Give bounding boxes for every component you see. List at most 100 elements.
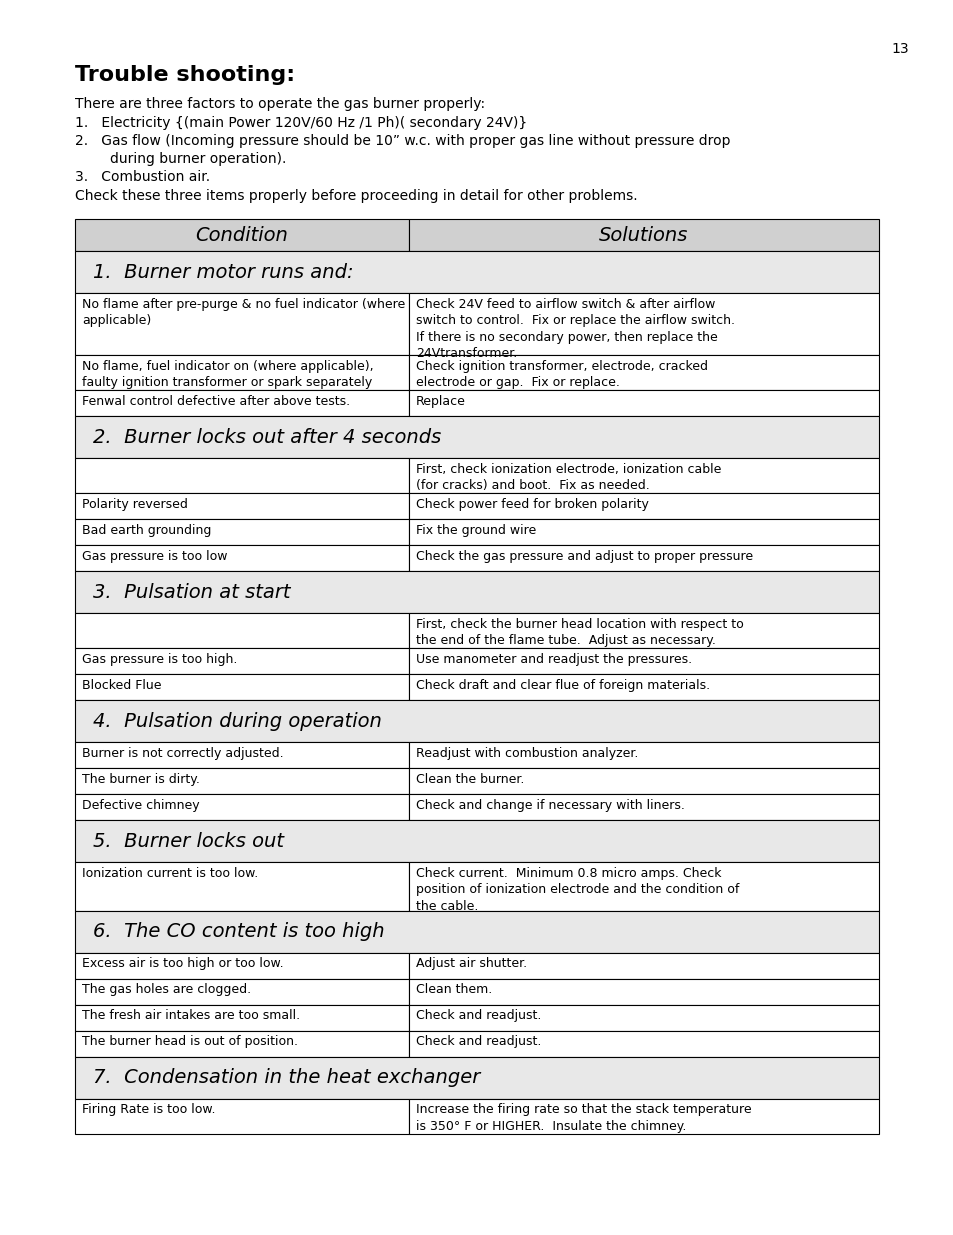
Text: Polarity reversed: Polarity reversed (82, 498, 188, 510)
Bar (75, 519, 408, 545)
Text: Defective chimney: Defective chimney (82, 799, 199, 811)
Bar (408, 742, 878, 768)
Text: Replace: Replace (416, 394, 465, 408)
Text: Fix the ground wire: Fix the ground wire (416, 524, 536, 536)
Text: 4.  Pulsation during operation: 4. Pulsation during operation (92, 711, 381, 731)
Text: 5.  Burner locks out: 5. Burner locks out (92, 831, 284, 851)
Text: Check current.  Minimum 0.8 micro amps. Check
position of ionization electrode a: Check current. Minimum 0.8 micro amps. C… (416, 867, 739, 913)
Text: Check ignition transformer, electrode, cracked
electrode or gap.  Fix or replace: Check ignition transformer, electrode, c… (416, 359, 707, 389)
Text: Check 24V feed to airflow switch & after airflow
switch to control.  Fix or repl: Check 24V feed to airflow switch & after… (416, 298, 734, 361)
Text: Trouble shooting:: Trouble shooting: (75, 65, 294, 85)
Bar (75, 251, 878, 293)
Text: Excess air is too high or too low.: Excess air is too high or too low. (82, 957, 283, 969)
Text: No flame after pre-purge & no fuel indicator (where
applicable): No flame after pre-purge & no fuel indic… (82, 298, 405, 327)
Text: The burner head is out of position.: The burner head is out of position. (82, 1035, 297, 1049)
Bar (75, 1004, 408, 1030)
Bar (75, 768, 408, 794)
Text: Readjust with combustion analyzer.: Readjust with combustion analyzer. (416, 747, 638, 760)
Bar (75, 545, 408, 571)
Bar (75, 674, 408, 700)
Bar (408, 952, 878, 978)
Bar (408, 356, 878, 390)
Bar (408, 862, 878, 910)
Text: The gas holes are clogged.: The gas holes are clogged. (82, 983, 251, 997)
Bar (75, 613, 408, 648)
Bar (408, 493, 878, 519)
Text: Gas pressure is too low: Gas pressure is too low (82, 550, 227, 563)
Text: Increase the firing rate so that the stack temperature
is 350° F or HIGHER.  Ins: Increase the firing rate so that the sta… (416, 1103, 751, 1132)
Bar (408, 613, 878, 648)
Text: 3.  Pulsation at start: 3. Pulsation at start (92, 583, 291, 601)
Bar (75, 293, 408, 356)
Text: Check these three items properly before proceeding in detail for other problems.: Check these three items properly before … (75, 189, 637, 203)
Text: Check the gas pressure and adjust to proper pressure: Check the gas pressure and adjust to pro… (416, 550, 752, 563)
Text: Clean them.: Clean them. (416, 983, 492, 997)
Bar (408, 1099, 878, 1134)
Text: Burner is not correctly adjusted.: Burner is not correctly adjusted. (82, 747, 283, 760)
Bar (75, 356, 408, 390)
Bar (75, 978, 408, 1004)
Text: First, check ionization electrode, ionization cable
(for cracks) and boot.  Fix : First, check ionization electrode, ioniz… (416, 463, 720, 492)
Bar (408, 648, 878, 674)
Bar (75, 1099, 408, 1134)
Bar (408, 293, 878, 356)
Text: 1.  Burner motor runs and:: 1. Burner motor runs and: (92, 263, 354, 282)
Bar (75, 700, 878, 742)
Text: Bad earth grounding: Bad earth grounding (82, 524, 212, 536)
Text: 13: 13 (890, 42, 908, 56)
Text: Adjust air shutter.: Adjust air shutter. (416, 957, 526, 969)
Text: 2.   Gas flow (Incoming pressure should be 10” w.c. with proper gas line without: 2. Gas flow (Incoming pressure should be… (75, 135, 730, 148)
Bar (75, 416, 878, 458)
Text: 6.  The CO content is too high: 6. The CO content is too high (92, 923, 384, 941)
Text: Gas pressure is too high.: Gas pressure is too high. (82, 652, 237, 666)
Text: Check and readjust.: Check and readjust. (416, 1035, 540, 1049)
Text: No flame, fuel indicator on (where applicable),
faulty ignition transformer or s: No flame, fuel indicator on (where appli… (82, 359, 374, 389)
Bar (75, 820, 878, 862)
Text: during burner operation).: during burner operation). (75, 152, 286, 165)
Bar (75, 493, 408, 519)
Text: Use manometer and readjust the pressures.: Use manometer and readjust the pressures… (416, 652, 691, 666)
Bar (75, 742, 408, 768)
Text: Check and change if necessary with liners.: Check and change if necessary with liner… (416, 799, 684, 811)
Bar (75, 458, 408, 493)
Bar (75, 219, 408, 251)
Text: Condition: Condition (195, 226, 288, 245)
Text: Check draft and clear flue of foreign materials.: Check draft and clear flue of foreign ma… (416, 678, 709, 692)
Bar (408, 390, 878, 416)
Text: The fresh air intakes are too small.: The fresh air intakes are too small. (82, 1009, 300, 1023)
Bar (408, 458, 878, 493)
Bar (75, 952, 408, 978)
Text: 2.  Burner locks out after 4 seconds: 2. Burner locks out after 4 seconds (92, 427, 441, 447)
Bar (408, 794, 878, 820)
Bar (408, 978, 878, 1004)
Bar (75, 571, 878, 613)
Bar (408, 1030, 878, 1057)
Bar (75, 390, 408, 416)
Bar (408, 1004, 878, 1030)
Text: Check power feed for broken polarity: Check power feed for broken polarity (416, 498, 648, 510)
Text: Fenwal control defective after above tests.: Fenwal control defective after above tes… (82, 394, 350, 408)
Text: Ionization current is too low.: Ionization current is too low. (82, 867, 258, 879)
Text: 1.   Electricity {(main Power 120V/60 Hz /1 Ph)( secondary 24V)}: 1. Electricity {(main Power 120V/60 Hz /… (75, 116, 527, 130)
Bar (75, 1057, 878, 1099)
Bar (75, 862, 408, 910)
Text: 3.   Combustion air.: 3. Combustion air. (75, 170, 210, 184)
Text: Blocked Flue: Blocked Flue (82, 678, 161, 692)
Bar (408, 674, 878, 700)
Text: Firing Rate is too low.: Firing Rate is too low. (82, 1103, 215, 1116)
Text: Solutions: Solutions (598, 226, 688, 245)
Bar (408, 545, 878, 571)
Bar (408, 219, 878, 251)
Bar (408, 519, 878, 545)
Text: There are three factors to operate the gas burner properly:: There are three factors to operate the g… (75, 98, 485, 111)
Text: Clean the burner.: Clean the burner. (416, 773, 523, 785)
Text: Check and readjust.: Check and readjust. (416, 1009, 540, 1023)
Bar (408, 768, 878, 794)
Bar (75, 794, 408, 820)
Bar (75, 910, 878, 952)
Bar (75, 648, 408, 674)
Text: 7.  Condensation in the heat exchanger: 7. Condensation in the heat exchanger (92, 1068, 479, 1087)
Text: The burner is dirty.: The burner is dirty. (82, 773, 200, 785)
Text: First, check the burner head location with respect to
the end of the flame tube.: First, check the burner head location wi… (416, 618, 742, 647)
Bar (75, 1030, 408, 1057)
